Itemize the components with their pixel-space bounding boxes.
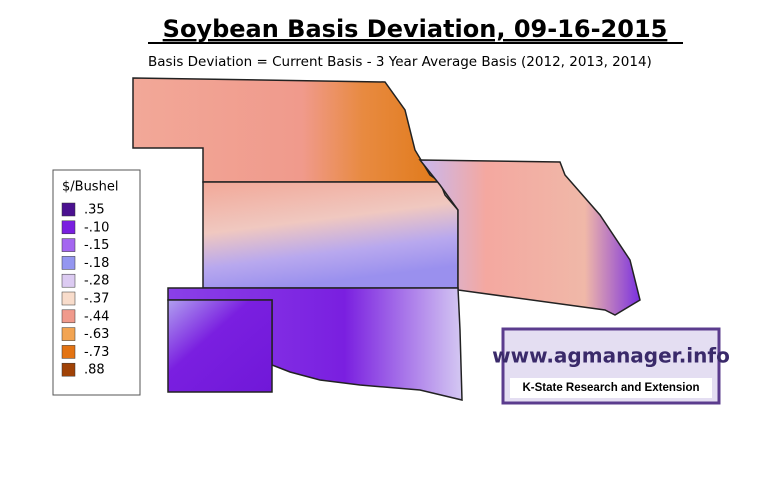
legend-swatch [61, 273, 76, 288]
logo-band [510, 378, 712, 398]
legend-swatch [61, 202, 76, 217]
legend-swatch [61, 345, 76, 359]
logo-org: K-State Research and Extension [522, 382, 699, 394]
logo-url: www.agmanager.info [492, 344, 730, 368]
state-missouri [418, 159, 641, 316]
legend-swatch [61, 256, 76, 270]
legend-label: -.10 [84, 220, 109, 235]
map-subtitle: Basis Deviation = Current Basis - 3 Year… [148, 54, 652, 70]
legend-swatch [61, 291, 76, 306]
legend-swatch [61, 327, 76, 341]
legend-swatch [61, 220, 76, 235]
map [132, 77, 641, 401]
legend-label: .88 [84, 363, 105, 378]
legend-label: -.18 [84, 256, 109, 271]
legend-label: -.28 [84, 274, 109, 289]
legend-title: $/Bushel [62, 180, 118, 195]
legend-label: .35 [84, 203, 105, 218]
logo: www.agmanager.info K-State Research and … [492, 327, 730, 405]
state-nebraska [132, 77, 443, 183]
state-kansas [202, 181, 459, 289]
legend-swatch [61, 362, 76, 377]
legend-label: -.37 [84, 292, 109, 307]
legend-swatch [61, 309, 76, 324]
legend-label: -.73 [84, 345, 109, 360]
legend-label: -.63 [84, 327, 109, 342]
map-title: Soybean Basis Deviation, 09-16-2015 [163, 15, 668, 43]
legend: $/Bushel .35 -.10 -.15 -.18 -.28 -.37 -.44 -.63… [52, 169, 141, 396]
legend-label: -.44 [84, 309, 109, 324]
legend-swatch [61, 238, 76, 252]
legend-label: -.15 [84, 238, 109, 253]
state-texas-panhandle [167, 299, 273, 393]
